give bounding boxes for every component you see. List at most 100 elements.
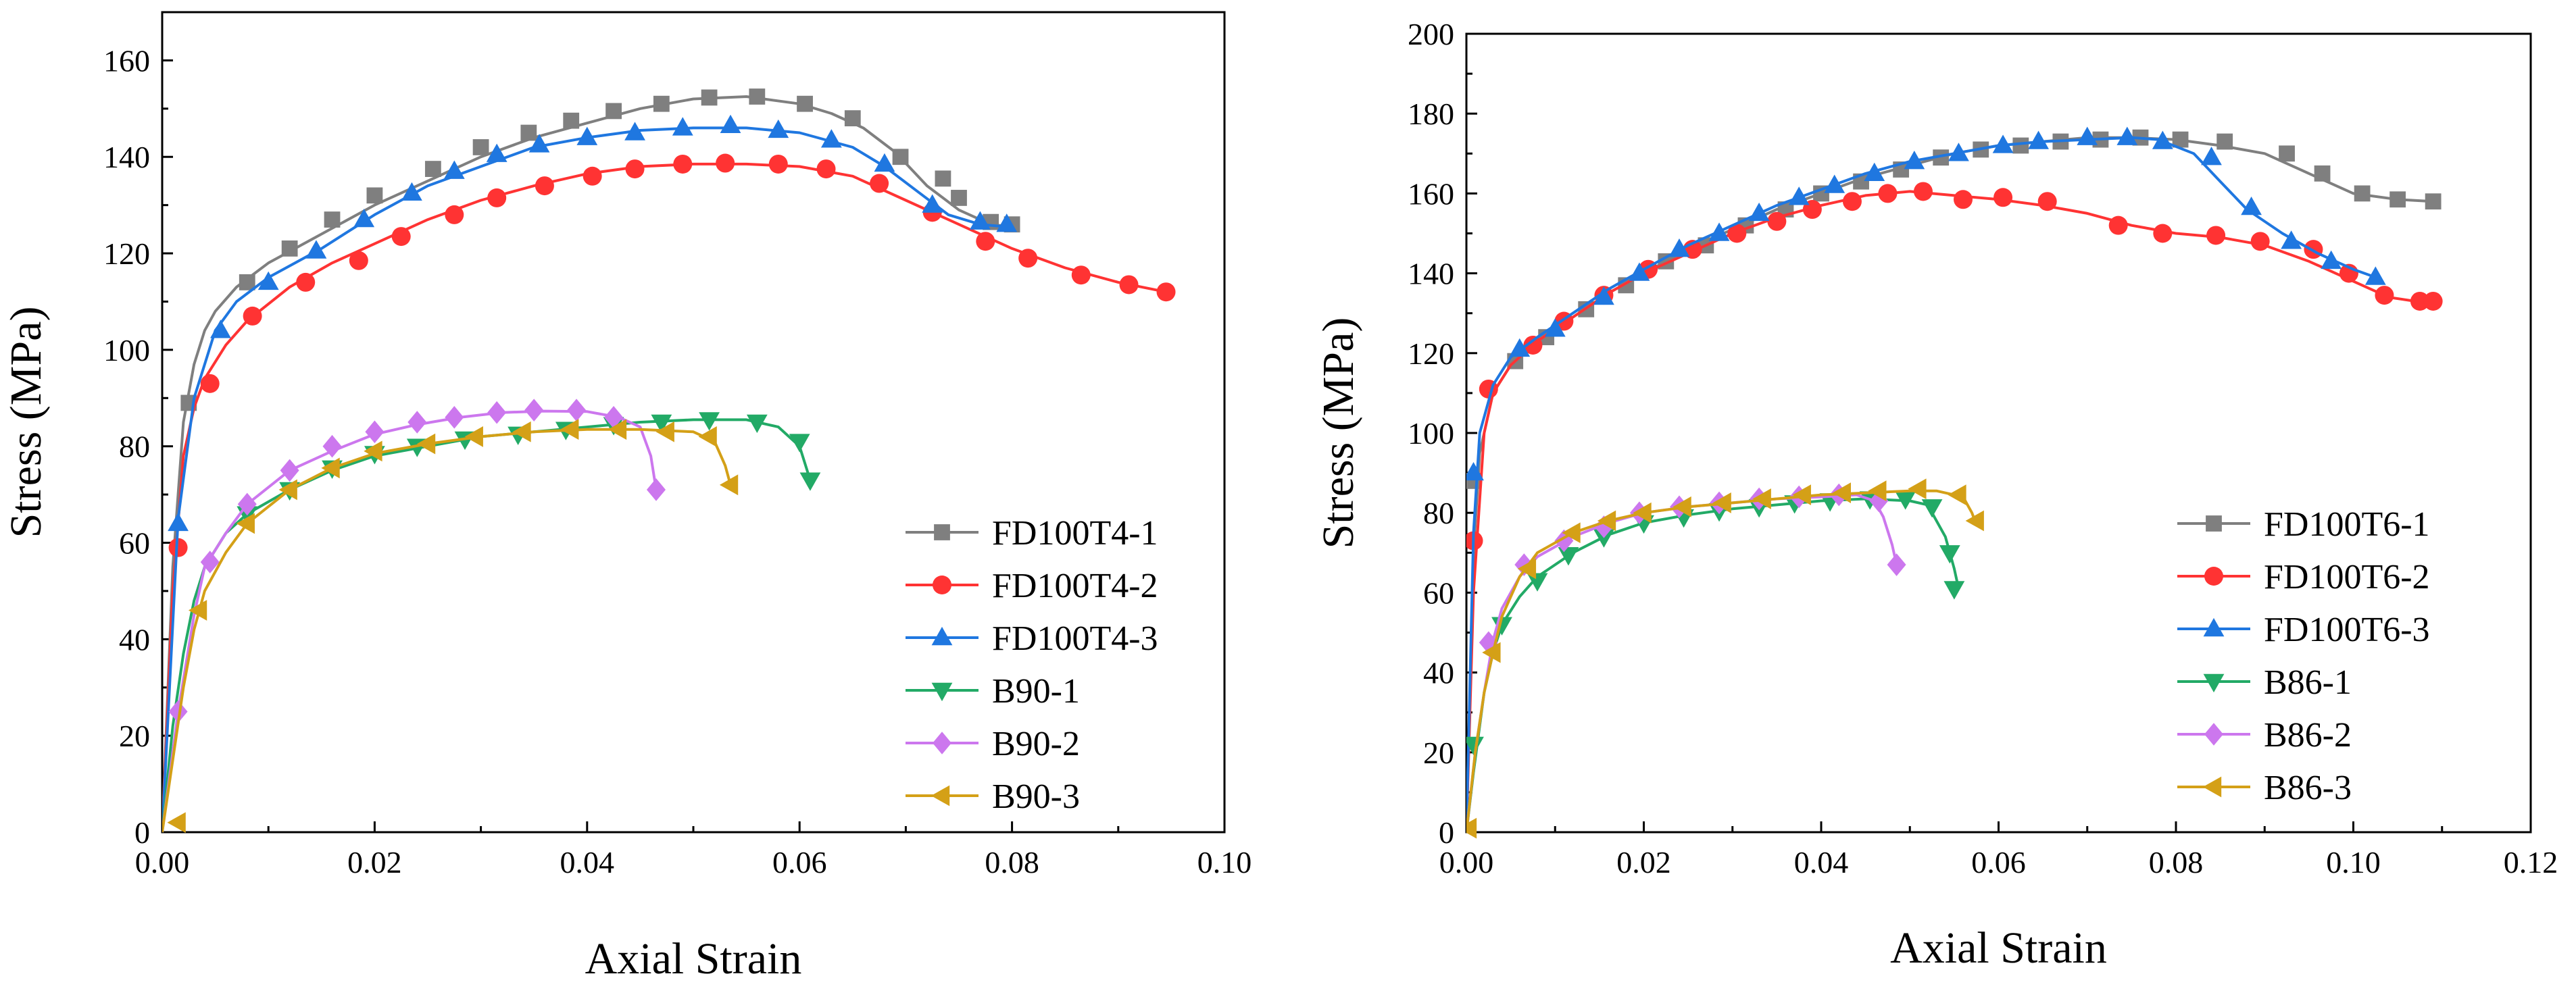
data-point <box>321 457 340 479</box>
legend-label: FD100T6-2 <box>2264 558 2430 596</box>
y-tick-label: 120 <box>1408 336 1454 371</box>
data-point <box>1594 515 1614 538</box>
data-point <box>365 420 385 444</box>
data-point <box>168 512 189 532</box>
data-point <box>210 319 231 338</box>
data-point <box>2206 226 2226 245</box>
series-FD100T4-1 <box>162 88 1020 833</box>
data-point <box>768 154 788 174</box>
data-point <box>1593 529 1614 548</box>
y-tick-label: 40 <box>1423 656 1454 690</box>
y-tick-label: 100 <box>103 333 150 367</box>
data-point <box>1767 211 1787 231</box>
data-point <box>2153 224 2173 243</box>
x-tick-label: 0.06 <box>772 845 827 879</box>
data-point <box>407 411 427 434</box>
legend-marker <box>2203 673 2225 693</box>
data-point <box>655 421 674 442</box>
data-point <box>2108 215 2128 235</box>
data-point <box>1752 488 1771 509</box>
data-point <box>1748 202 1770 222</box>
data-point <box>1868 480 1887 502</box>
data-point <box>257 271 279 290</box>
y-tick-label: 20 <box>119 719 150 753</box>
data-point <box>651 414 672 434</box>
data-point <box>280 459 299 482</box>
data-point <box>976 232 995 251</box>
data-point <box>2354 185 2371 202</box>
data-point <box>799 472 821 491</box>
y-tick-label: 160 <box>103 43 150 78</box>
legend-marker <box>2202 776 2222 798</box>
legend-marker <box>2204 723 2223 746</box>
data-point <box>605 103 622 120</box>
data-point <box>1864 162 1885 182</box>
data-point <box>1071 265 1091 285</box>
series-FD100T4-3 <box>162 114 1018 833</box>
data-point <box>324 211 341 228</box>
data-point <box>1824 174 1846 193</box>
series-line <box>162 418 812 833</box>
data-point <box>2250 232 2270 251</box>
legend-marker <box>934 524 950 540</box>
data-point <box>1948 484 1966 506</box>
data-point <box>200 374 220 393</box>
data-point <box>2241 196 2262 215</box>
x-tick-label: 0.04 <box>1794 845 1849 879</box>
x-axis-title: Axial Strain <box>585 934 802 983</box>
data-point <box>1629 262 1650 281</box>
legend-label: B86-2 <box>2264 716 2352 755</box>
data-point <box>1887 553 1906 576</box>
data-point <box>1708 222 1730 241</box>
data-point <box>1018 249 1038 268</box>
data-point <box>535 176 554 196</box>
data-point <box>445 205 464 224</box>
data-point <box>563 112 580 129</box>
data-point <box>1992 134 2014 153</box>
data-point <box>416 433 436 455</box>
data-point <box>1878 184 1898 203</box>
data-point <box>528 134 550 153</box>
data-point <box>1943 581 1965 600</box>
data-point <box>970 211 991 230</box>
data-point <box>443 160 465 179</box>
data-point <box>624 122 645 140</box>
y-tick-label: 40 <box>119 622 150 657</box>
data-point <box>1597 510 1616 532</box>
data-point <box>2077 126 2098 145</box>
legend-label: B90-1 <box>992 672 1080 711</box>
data-point <box>1668 238 1690 257</box>
data-point <box>1491 617 1512 636</box>
data-point <box>673 154 693 174</box>
data-point <box>424 161 441 177</box>
data-point <box>1562 522 1581 544</box>
data-point <box>1466 817 1477 839</box>
data-point <box>1509 338 1531 357</box>
data-point <box>672 117 693 136</box>
data-point <box>1832 482 1852 504</box>
y-tick-label: 200 <box>1408 17 1454 51</box>
x-tick-label: 0.00 <box>1439 845 1494 879</box>
data-point <box>816 159 836 179</box>
legend-label: B90-2 <box>992 725 1080 763</box>
data-point <box>1558 547 1579 566</box>
legend-marker <box>931 682 953 702</box>
data-point <box>2216 133 2233 150</box>
legend-marker <box>2203 617 2225 637</box>
legend-label: B90-3 <box>992 777 1080 816</box>
x-tick-label: 0.10 <box>1197 845 1252 879</box>
data-point <box>844 110 861 127</box>
data-point <box>2389 191 2406 208</box>
data-point <box>567 399 587 421</box>
x-tick-label: 0.02 <box>1616 845 1671 879</box>
series-B86-3 <box>1466 478 1984 839</box>
data-point <box>576 126 598 145</box>
data-point <box>353 208 375 228</box>
data-point <box>1908 478 1927 500</box>
data-point <box>1792 484 1811 506</box>
data-point <box>935 170 951 187</box>
series-line <box>162 409 658 833</box>
data-point <box>366 187 383 204</box>
data-point <box>2425 193 2442 210</box>
data-point <box>2423 291 2443 311</box>
